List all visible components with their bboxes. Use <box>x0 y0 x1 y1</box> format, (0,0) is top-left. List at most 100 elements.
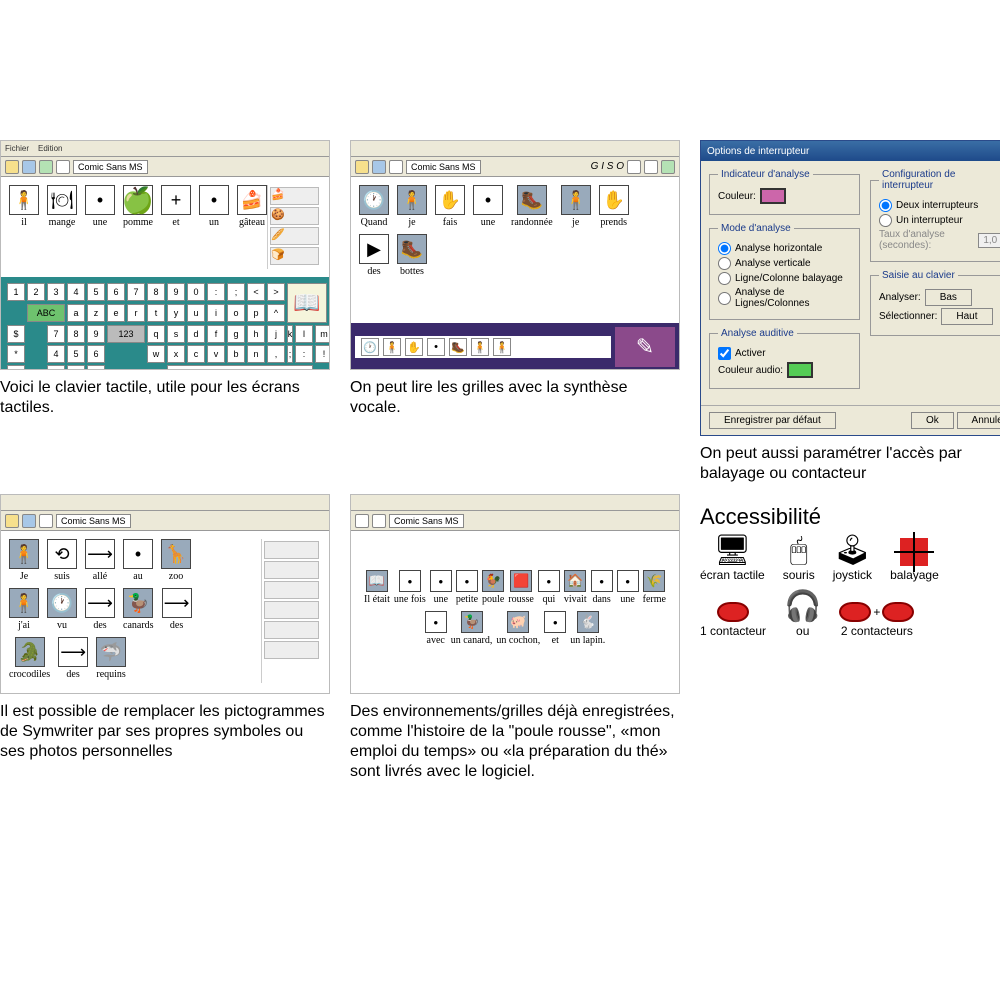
key[interactable]: z <box>87 304 105 322</box>
key[interactable]: j <box>267 325 285 343</box>
key[interactable]: n <box>247 345 265 363</box>
key[interactable] <box>127 345 145 363</box>
key[interactable]: espace <box>167 365 313 370</box>
key[interactable]: b <box>227 345 245 363</box>
haut-button[interactable]: Haut <box>941 308 992 325</box>
key[interactable]: : <box>295 345 313 363</box>
bas-button[interactable]: Bas <box>925 289 972 306</box>
thumb-icon[interactable] <box>264 641 319 659</box>
mini-symbol[interactable]: • <box>427 338 445 356</box>
key[interactable]: ABC <box>27 304 65 322</box>
book-icon[interactable]: 📖 <box>287 283 327 323</box>
key[interactable]: ; <box>227 283 245 301</box>
key[interactable]: 6 <box>107 283 125 301</box>
tool-icon[interactable] <box>22 514 36 528</box>
thumb-icon[interactable] <box>264 601 319 619</box>
radio-option[interactable]: Analyse horizontale <box>718 242 851 255</box>
mini-symbol[interactable]: ✋ <box>405 338 423 356</box>
thumb-icon[interactable] <box>264 561 319 579</box>
key[interactable]: ! <box>315 345 330 363</box>
key[interactable]: 1 <box>7 283 25 301</box>
radio-option[interactable]: Ligne/Colonne balayage <box>718 272 851 285</box>
key[interactable]: ^ <box>267 304 285 322</box>
key[interactable]: w <box>147 345 165 363</box>
mini-symbol[interactable]: 🕐 <box>361 338 379 356</box>
key[interactable] <box>127 365 145 370</box>
key[interactable]: a <box>67 304 85 322</box>
tool-icon[interactable] <box>5 160 19 174</box>
key[interactable]: g <box>227 325 245 343</box>
key[interactable]: s <box>167 325 185 343</box>
font-selector[interactable]: Comic Sans MS <box>56 514 131 528</box>
tool-icon[interactable] <box>661 160 675 174</box>
key[interactable]: 2 <box>67 365 85 370</box>
key[interactable]: u <box>187 304 205 322</box>
key[interactable]: 123 <box>107 325 145 343</box>
key[interactable]: 5 <box>87 283 105 301</box>
write-icon[interactable]: ✎ <box>615 327 675 367</box>
key[interactable]: i <box>207 304 225 322</box>
font-selector[interactable]: Comic Sans MS <box>406 160 481 174</box>
key[interactable]: 4 <box>67 283 85 301</box>
color-swatch[interactable] <box>760 188 786 204</box>
key[interactable]: o <box>227 304 245 322</box>
key[interactable]: 5 <box>67 345 85 363</box>
ok-button[interactable]: Ok <box>911 412 954 429</box>
key[interactable]: < <box>247 283 265 301</box>
thumb-icon[interactable]: 🍞 <box>270 247 319 265</box>
thumb-icon[interactable]: 🍪 <box>270 207 319 225</box>
tool-icon[interactable] <box>355 160 369 174</box>
key[interactable] <box>107 345 125 363</box>
font-selector[interactable]: Comic Sans MS <box>73 160 148 174</box>
key[interactable]: 9 <box>167 283 185 301</box>
key[interactable]: ; <box>287 345 293 363</box>
mini-symbol[interactable]: 🧍 <box>383 338 401 356</box>
tool-icon[interactable] <box>22 160 36 174</box>
key[interactable]: 0 <box>187 283 205 301</box>
key[interactable]: $ <box>7 325 25 343</box>
key[interactable]: = <box>7 365 25 370</box>
key[interactable] <box>147 365 165 370</box>
tool-icon[interactable] <box>39 160 53 174</box>
key[interactable]: 3 <box>47 283 65 301</box>
key[interactable]: 7 <box>47 325 65 343</box>
key[interactable]: h <box>247 325 265 343</box>
tool-icon[interactable] <box>644 160 658 174</box>
key[interactable]: 6 <box>87 345 105 363</box>
mini-symbol[interactable]: 🧍 <box>493 338 511 356</box>
key[interactable]: , <box>267 345 285 363</box>
key[interactable]: v <box>207 345 225 363</box>
cancel-button[interactable]: Annuler <box>957 412 1000 429</box>
radio-option[interactable]: Deux interrupteurs <box>879 199 1000 212</box>
key[interactable]: t <box>147 304 165 322</box>
key[interactable]: 8 <box>147 283 165 301</box>
tool-icon[interactable] <box>627 160 641 174</box>
radio-option[interactable]: Analyse verticale <box>718 257 851 270</box>
tool-icon[interactable] <box>389 160 403 174</box>
audio-color-swatch[interactable] <box>787 362 813 378</box>
key[interactable] <box>315 365 330 370</box>
key[interactable]: e <box>107 304 125 322</box>
key[interactable]: 3 <box>87 365 105 370</box>
tool-icon[interactable] <box>355 514 369 528</box>
key[interactable]: 8 <box>67 325 85 343</box>
key[interactable] <box>27 345 45 363</box>
key[interactable]: 2 <box>27 283 45 301</box>
key[interactable]: q <box>147 325 165 343</box>
thumb-icon[interactable] <box>264 581 319 599</box>
rate-spinner[interactable]: 1,0 <box>978 233 1000 248</box>
key[interactable]: r <box>127 304 145 322</box>
thumb-icon[interactable] <box>264 621 319 639</box>
radio-option[interactable]: Analyse de Lignes/Colonnes <box>718 287 851 309</box>
key[interactable] <box>7 304 25 322</box>
key[interactable] <box>27 325 45 343</box>
key[interactable]: : <box>207 283 225 301</box>
thumb-icon[interactable]: 🥖 <box>270 227 319 245</box>
radio-option[interactable]: Un interrupteur <box>879 214 1000 227</box>
key[interactable]: k <box>287 325 293 343</box>
font-selector[interactable]: Comic Sans MS <box>389 514 464 528</box>
key[interactable]: x <box>167 345 185 363</box>
key[interactable]: 9 <box>87 325 105 343</box>
tool-icon[interactable] <box>372 160 386 174</box>
thumb-icon[interactable]: 🍰 <box>270 187 319 205</box>
